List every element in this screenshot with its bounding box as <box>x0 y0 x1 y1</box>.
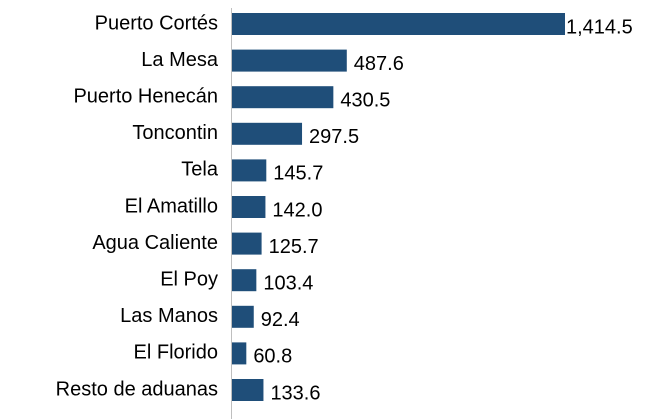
category-label: El Florido <box>134 342 218 364</box>
bar <box>232 269 257 292</box>
category-label: Agua Caliente <box>92 232 218 254</box>
category-label: Resto de aduanas <box>56 378 218 400</box>
value-label: 142.0 <box>272 199 322 221</box>
value-label: 145.7 <box>273 163 323 185</box>
category-label: Puerto Henecán <box>73 85 218 107</box>
bar <box>232 122 303 145</box>
category-label: El Poy <box>160 268 218 290</box>
bar <box>232 196 266 218</box>
value-label: 103.4 <box>263 272 313 294</box>
value-label: 1,414.5 <box>566 16 633 38</box>
bar <box>232 232 262 255</box>
category-label: El Amatillo <box>125 195 218 217</box>
category-label: Las Manos <box>120 305 218 327</box>
bar <box>232 13 565 35</box>
bar <box>232 379 264 401</box>
value-label: 125.7 <box>269 236 319 258</box>
category-label: La Mesa <box>141 49 219 71</box>
value-label: 60.8 <box>253 346 292 368</box>
category-label: Puerto Cortés <box>95 12 218 34</box>
category-label: Toncontin <box>132 122 218 144</box>
bar <box>232 49 347 72</box>
bar <box>232 342 247 365</box>
value-label: 430.5 <box>340 89 390 111</box>
value-label: 487.6 <box>354 53 404 75</box>
value-label: 297.5 <box>309 126 359 148</box>
bar <box>232 159 267 182</box>
bar <box>232 86 334 109</box>
bar <box>232 305 254 328</box>
value-label: 133.6 <box>270 382 320 404</box>
value-label: 92.4 <box>261 309 300 331</box>
category-label: Tela <box>181 159 219 181</box>
